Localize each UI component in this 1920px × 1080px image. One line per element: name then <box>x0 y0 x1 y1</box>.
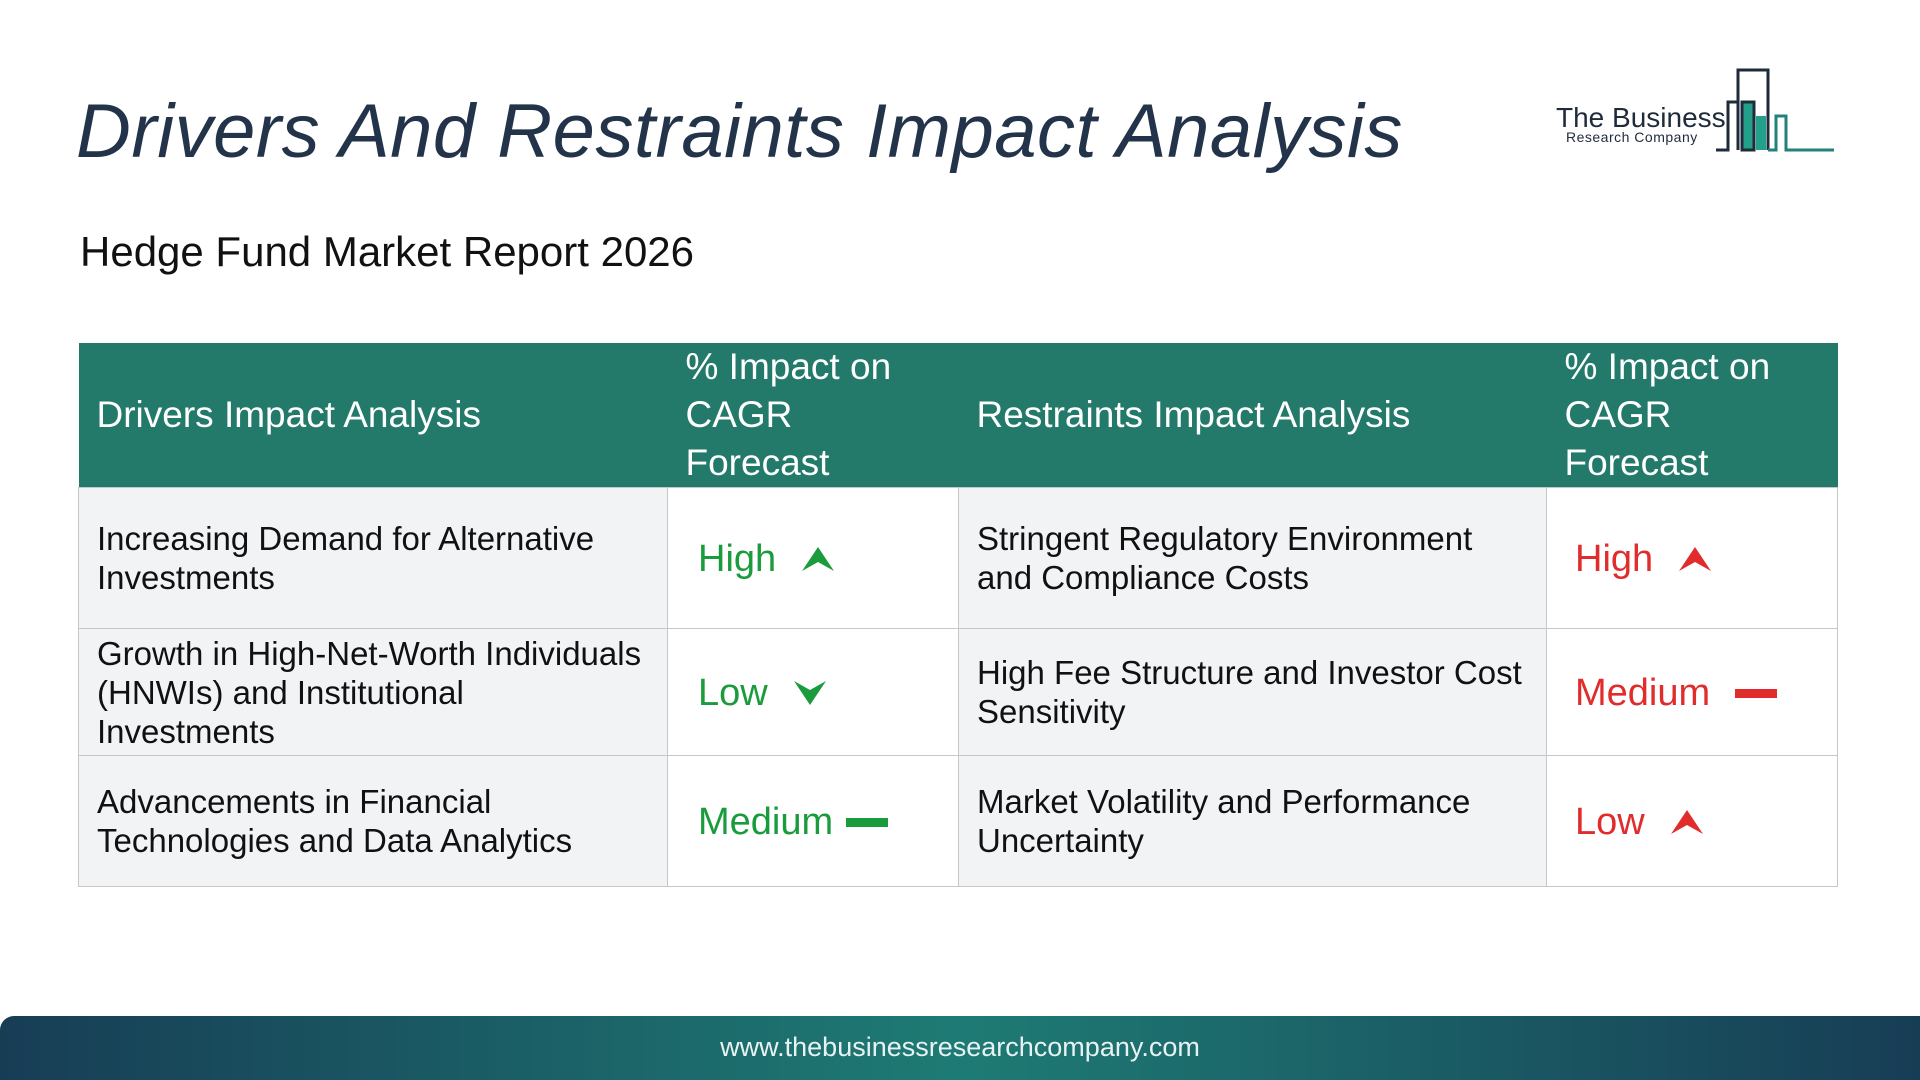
arrow-up-icon <box>1670 810 1703 835</box>
dash-icon <box>1735 689 1778 699</box>
driver-impact-cell: Low <box>667 628 959 756</box>
restraint-impact-cell: Medium <box>1546 628 1838 756</box>
arrow-up-icon <box>802 547 835 572</box>
header-restraints: Restraints Impact Analysis <box>958 343 1547 488</box>
driver-impact-cell: Medium <box>667 755 959 887</box>
table-row: Increasing Demand for Alternative Invest… <box>78 487 1838 629</box>
driver-cell: Growth in High-Net-Worth Individuals (HN… <box>78 628 668 756</box>
driver-impact-cell: High <box>667 487 959 629</box>
table-row: Advancements in Financial Technologies a… <box>78 755 1838 887</box>
driver-impact-level: Low <box>698 671 768 714</box>
driver-cell: Advancements in Financial Technologies a… <box>78 755 668 887</box>
report-subtitle: Hedge Fund Market Report 2026 <box>80 228 695 275</box>
arrow-down-icon <box>793 681 826 706</box>
table-header-row: Drivers Impact Analysis % Impact on CAGR… <box>78 343 1838 488</box>
logo-subtitle: Research Company <box>1566 129 1698 145</box>
company-logo: The Business Research Company <box>1556 68 1836 158</box>
header-drivers: Drivers Impact Analysis <box>78 343 668 488</box>
restraint-impact-level: High <box>1575 537 1654 580</box>
page-title: Drivers And Restraints Impact Analysis <box>76 89 1403 174</box>
restraint-impact-cell: Low <box>1546 755 1838 887</box>
logo-name: The Business <box>1556 102 1726 133</box>
buildings-logo-icon <box>1716 68 1834 152</box>
footer-bar: www.thebusinessresearchcompany.com <box>0 1016 1920 1080</box>
restraint-impact-level: Low <box>1575 800 1645 843</box>
restraint-cell: Market Volatility and Performance Uncert… <box>958 755 1547 887</box>
table-row: Growth in High-Net-Worth Individuals (HN… <box>78 628 1838 756</box>
impact-analysis-table: Drivers Impact Analysis % Impact on CAGR… <box>78 343 1838 887</box>
arrow-up-icon <box>1679 547 1712 572</box>
driver-impact-level: Medium <box>698 800 834 843</box>
driver-impact-level: High <box>698 537 777 580</box>
footer-url[interactable]: www.thebusinessresearchcompany.com <box>720 1032 1200 1062</box>
header-restraints-impact: % Impact on CAGR Forecast <box>1546 343 1838 488</box>
restraint-impact-cell: High <box>1546 487 1838 629</box>
dash-icon <box>846 818 889 828</box>
restraint-cell: Stringent Regulatory Environment and Com… <box>958 487 1547 629</box>
header-drivers-impact: % Impact on CAGR Forecast <box>667 343 959 488</box>
restraint-impact-level: Medium <box>1575 671 1711 714</box>
driver-cell: Increasing Demand for Alternative Invest… <box>78 487 668 629</box>
restraint-cell: High Fee Structure and Investor Cost Sen… <box>958 628 1547 756</box>
